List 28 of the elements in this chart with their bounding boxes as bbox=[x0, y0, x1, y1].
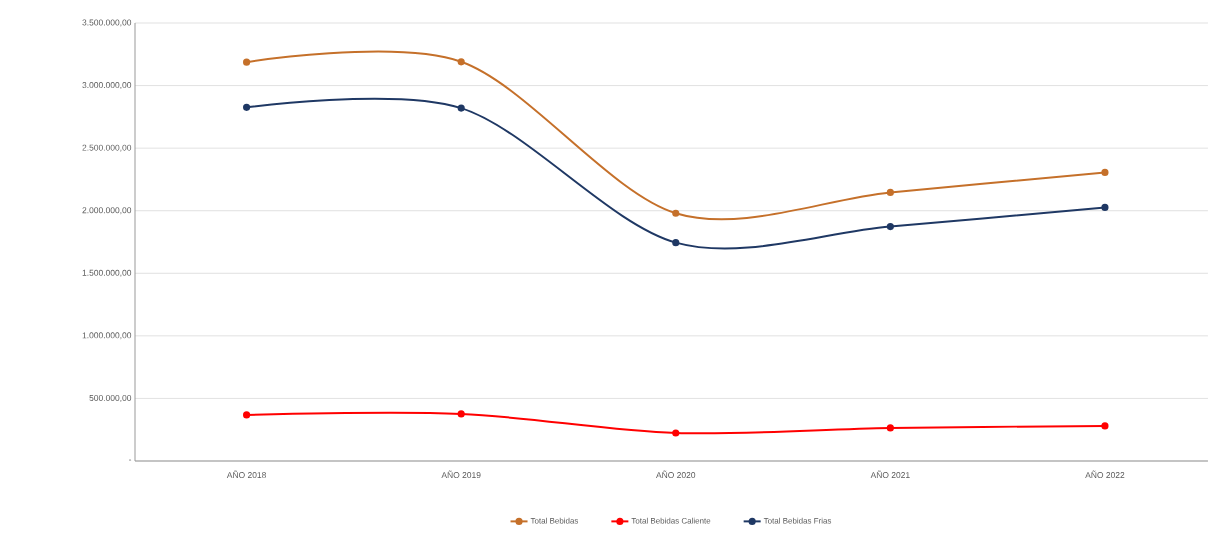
y-tick-label: 500.000,00 bbox=[89, 394, 132, 402]
y-tick-label: 2.500.000,00 bbox=[82, 144, 132, 152]
point bbox=[1101, 203, 1109, 212]
point bbox=[672, 209, 680, 217]
y-tick-label: 3.500.000,00 bbox=[82, 19, 132, 27]
point bbox=[243, 103, 251, 111]
point bbox=[672, 239, 680, 247]
point bbox=[243, 411, 251, 419]
point bbox=[886, 424, 894, 432]
point bbox=[1101, 168, 1109, 177]
x-tick-label: AÑO 2020 bbox=[656, 470, 696, 479]
y-tick-label: 3.000.000,00 bbox=[82, 82, 132, 90]
y-tick-label: 2.000.000,00 bbox=[82, 207, 132, 215]
y-tick-label: - bbox=[129, 459, 132, 461]
point bbox=[457, 58, 465, 66]
x-tick-label: AÑO 2019 bbox=[441, 470, 481, 479]
x-tick-label: AÑO 2021 bbox=[870, 470, 910, 479]
y-tick-label: 1.000.000,00 bbox=[82, 332, 132, 340]
point bbox=[457, 410, 465, 418]
point bbox=[672, 429, 680, 437]
point bbox=[886, 188, 894, 197]
point bbox=[243, 58, 251, 66]
x-tick-label: AÑO 2022 bbox=[1085, 470, 1125, 479]
y-tick-label: 1.500.000,00 bbox=[82, 269, 132, 277]
point bbox=[886, 223, 894, 231]
point bbox=[1101, 422, 1109, 430]
point bbox=[457, 104, 465, 112]
x-tick-label: AÑO 2018 bbox=[226, 470, 266, 479]
